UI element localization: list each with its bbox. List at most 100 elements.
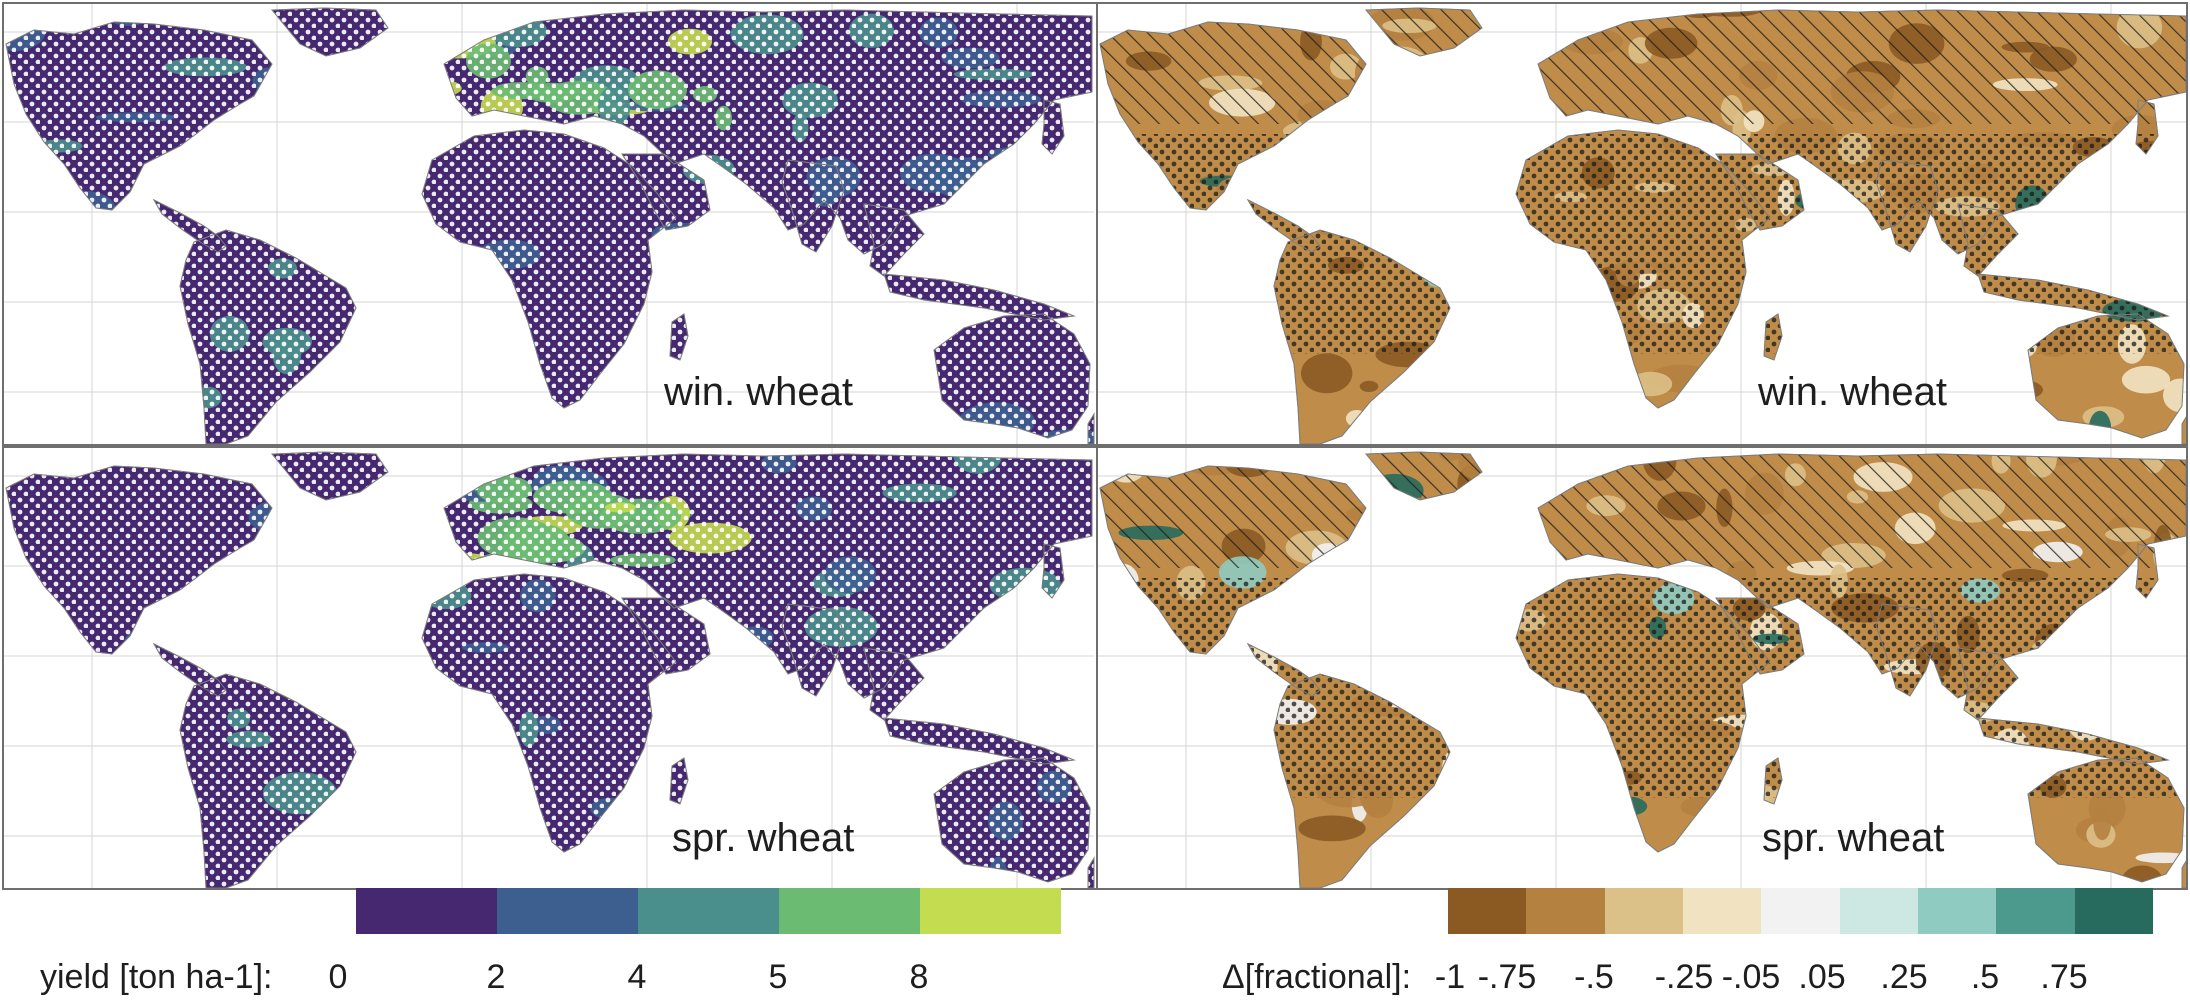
- value-patch: [1407, 613, 1462, 632]
- value-patch: [1389, 497, 1448, 516]
- coastline: [421, 573, 677, 853]
- value-patch: [1824, 335, 1854, 354]
- coastlines: [5, 451, 1095, 888]
- value-patch: [1455, 628, 1474, 656]
- coastline: [863, 647, 925, 721]
- value-patch: [1812, 768, 1861, 781]
- value-patch: [2004, 333, 2037, 359]
- delta-swatch: [1448, 888, 1527, 934]
- yield-legend-label: yield [ton ha-1]:: [40, 958, 273, 996]
- world-map-yield-spring: [4, 448, 1095, 888]
- value-patch: [1433, 539, 1465, 552]
- coastline: [5, 21, 273, 211]
- coastlines: [5, 7, 1095, 444]
- value-patch: [904, 870, 938, 888]
- coastline: [1977, 717, 2170, 765]
- value-patch: [1448, 92, 1501, 113]
- coastline: [1041, 99, 1065, 155]
- value-patch: [1143, 269, 1178, 305]
- value-patch: [2025, 699, 2087, 725]
- value-patch: [1011, 703, 1043, 729]
- coastline: [1246, 642, 1321, 697]
- value-patch: [893, 408, 921, 444]
- value-patch: [1124, 211, 1160, 224]
- value-patch: [1310, 561, 1356, 579]
- delta-swatch: [1526, 888, 1605, 934]
- value-patch: [112, 8, 134, 24]
- value-patch: [2152, 677, 2186, 714]
- delta-tick-label: -.05: [1721, 958, 1781, 996]
- yield-swatch: [497, 888, 638, 934]
- map-panel-yield-spring: spr. wheat: [2, 446, 1098, 890]
- value-patch: [1458, 761, 1507, 780]
- value-patch: [1131, 240, 1160, 270]
- yield-swatch: [356, 888, 497, 934]
- coastline: [1977, 273, 2170, 321]
- coastline: [270, 451, 389, 501]
- value-patch: [1981, 378, 2043, 402]
- coastline: [152, 198, 227, 253]
- coastline: [5, 465, 273, 655]
- coastline: [669, 313, 689, 361]
- value-patch: [317, 204, 384, 219]
- value-patch: [985, 180, 1037, 206]
- coastline: [2135, 543, 2159, 599]
- value-patch: [21, 452, 102, 462]
- delta-tick-label: -.25: [1654, 958, 1714, 996]
- value-patch: [1488, 552, 1553, 577]
- value-patch: [2163, 378, 2186, 413]
- value-patch: [435, 730, 455, 767]
- value-patch: [1298, 815, 1366, 842]
- value-patch: [2059, 657, 2080, 699]
- value-patch: [334, 573, 415, 610]
- significance-stipple: [6, 452, 1094, 888]
- coastline: [1364, 7, 1483, 57]
- value-patch: [288, 420, 350, 444]
- value-patch: [747, 739, 789, 761]
- value-patch: [1330, 116, 1385, 141]
- coastline: [1515, 129, 1771, 409]
- value-patch: [2009, 233, 2057, 263]
- dot-overlay: [1100, 578, 2186, 798]
- value-patch: [2173, 452, 2186, 461]
- value-patch: [1959, 344, 2004, 357]
- yield-colorbar: [356, 888, 1061, 934]
- value-patch: [1010, 606, 1039, 635]
- delta-swatch: [1761, 888, 1840, 934]
- value-patch: [1225, 341, 1267, 358]
- value-patch: [1100, 170, 1137, 212]
- value-patch: [1232, 737, 1257, 778]
- value-patch: [1475, 261, 1496, 290]
- value-patch: [2165, 284, 2185, 323]
- value-patch: [153, 402, 174, 434]
- coastlines: [1099, 451, 2186, 888]
- value-patch: [324, 669, 390, 684]
- delta-swatch: [1604, 888, 1683, 934]
- map-panel-delta-winter: win. wheat: [1096, 2, 2188, 446]
- hatch-overlay: [1100, 452, 2186, 568]
- value-patch: [1934, 719, 1982, 760]
- value-patch: [1257, 812, 1280, 850]
- value-patch: [1425, 675, 1486, 690]
- value-patch: [110, 304, 133, 315]
- yield-swatch: [638, 888, 779, 934]
- delta-swatch: [2074, 888, 2153, 934]
- value-patch: [700, 270, 768, 294]
- value-patch: [1898, 776, 1964, 808]
- value-patch: [137, 11, 191, 23]
- value-patch: [455, 736, 517, 749]
- coastline: [2027, 313, 2185, 439]
- value-patch: [1562, 852, 1615, 865]
- coastline: [179, 229, 357, 444]
- value-patch: [353, 518, 420, 560]
- coastline: [1715, 153, 1805, 231]
- coastline: [781, 603, 845, 697]
- value-patch: [1347, 604, 1398, 626]
- coastline: [621, 153, 711, 231]
- value-patch: [1897, 749, 1957, 770]
- value-patch: [1438, 850, 1493, 867]
- value-patch: [1594, 838, 1646, 877]
- value-patch: [250, 629, 320, 659]
- panel-label-delta-spring: spr. wheat: [1762, 816, 1945, 860]
- value-patch: [2107, 159, 2155, 175]
